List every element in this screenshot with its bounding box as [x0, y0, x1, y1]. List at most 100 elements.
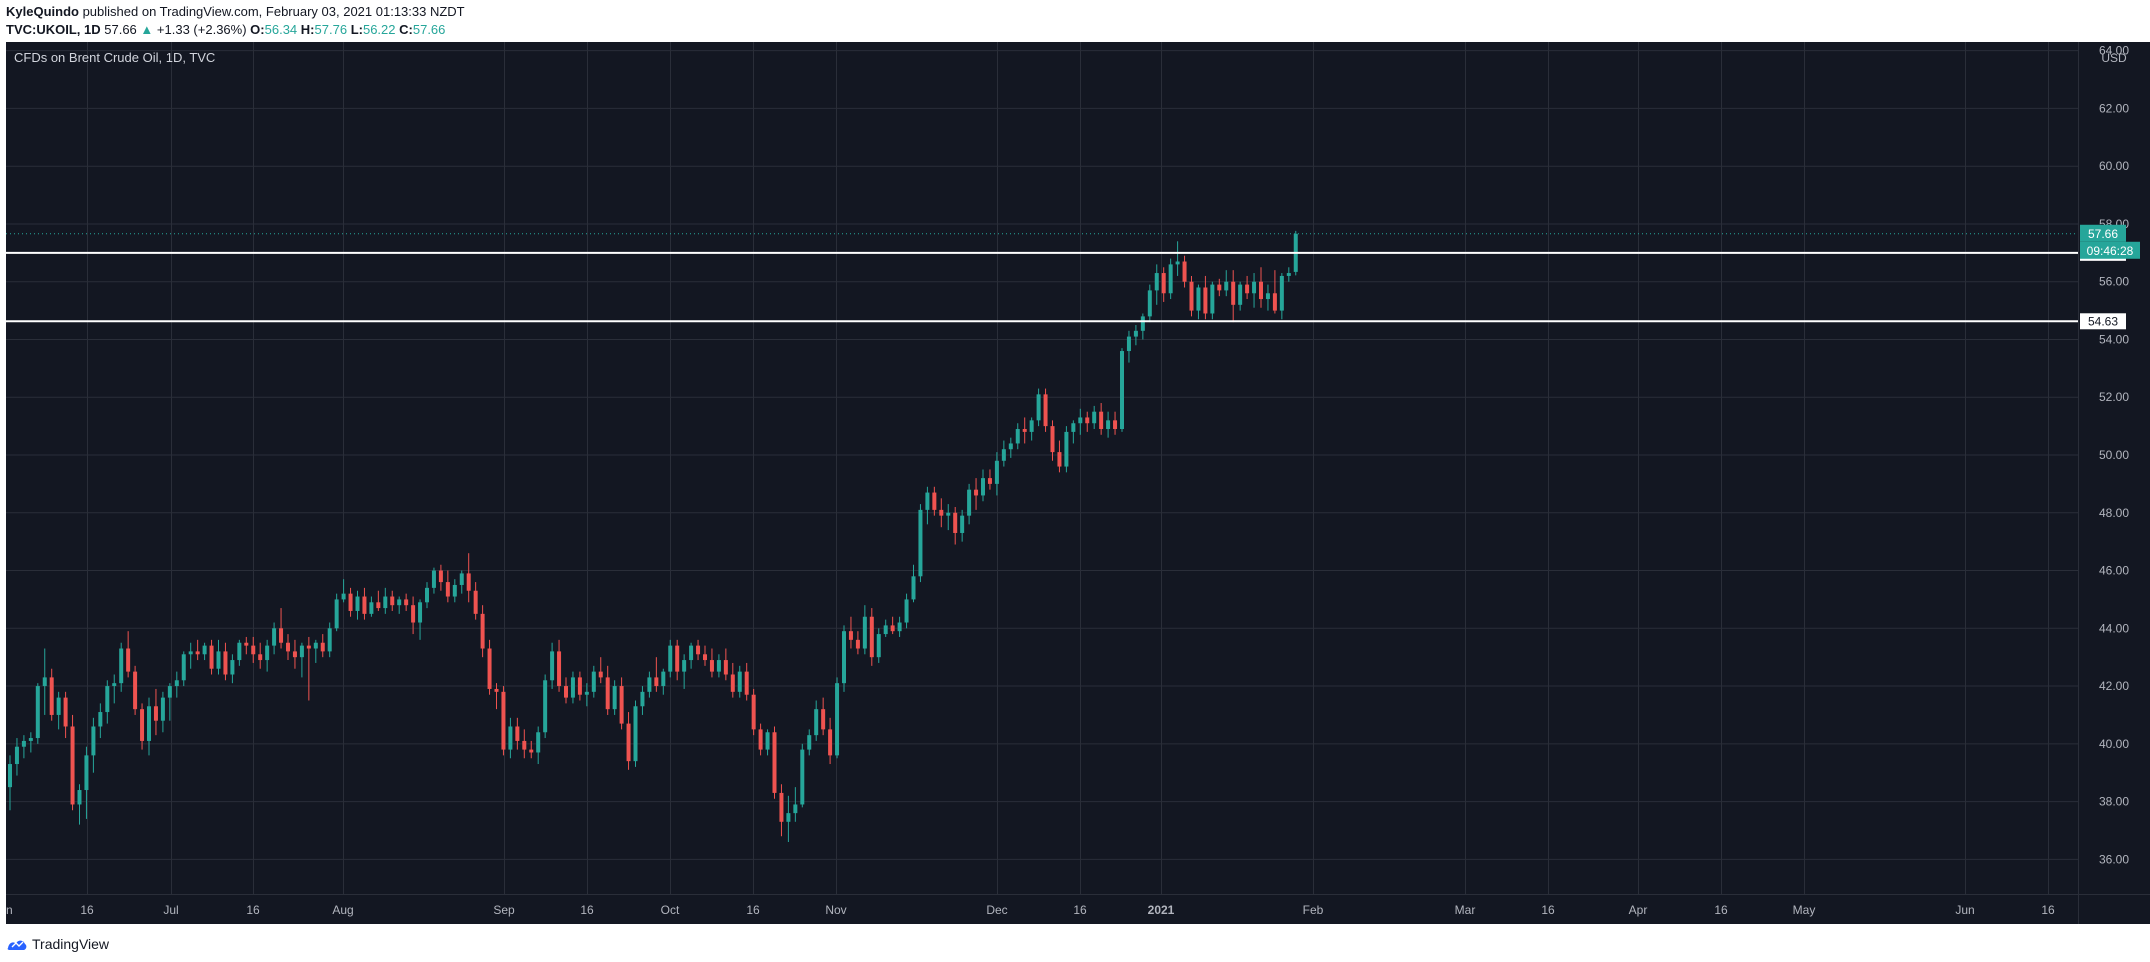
- horizontal-lines[interactable]: [6, 251, 2078, 323]
- candle-body: [376, 602, 381, 609]
- candle-body: [1259, 281, 1263, 300]
- brand-name[interactable]: TradingView: [32, 936, 110, 952]
- candle-body: [1057, 452, 1062, 467]
- unit-label[interactable]: USD: [2101, 51, 2127, 65]
- ohlc-line: TVC:UKOIL, 1D 57.66 ▲ +1.33 (+2.36%) O:5…: [6, 22, 445, 37]
- price-tick-label: 56.00: [2099, 275, 2129, 289]
- candle-body: [1099, 411, 1104, 430]
- candle-body: [1265, 293, 1270, 300]
- candle-body: [1245, 284, 1250, 294]
- candle-body: [529, 749, 534, 753]
- candle-body: [855, 639, 860, 649]
- price-tick-label: 36.00: [2099, 852, 2129, 866]
- candle-body: [1008, 443, 1013, 450]
- candle-body: [63, 697, 68, 727]
- time-tick-label: Dec: [986, 903, 1007, 917]
- price-tick-label: 42.00: [2099, 679, 2129, 693]
- candle-body: [459, 573, 464, 585]
- candle-body: [1050, 426, 1055, 453]
- countdown-tag: [2080, 241, 2140, 259]
- candle-body: [682, 660, 687, 672]
- candle-body: [835, 683, 840, 756]
- candle-body: [494, 688, 499, 692]
- chart-legend-title: CFDs on Brent Crude Oil, 1D, TVC: [14, 50, 215, 65]
- candle-body: [723, 660, 728, 675]
- candle-body: [626, 723, 631, 762]
- candle-body: [758, 729, 763, 750]
- time-tick-label: 16: [1073, 903, 1087, 917]
- price-change: +1.33 (+2.36%): [156, 22, 247, 37]
- candle-body: [251, 645, 256, 655]
- candle-body: [591, 671, 596, 692]
- candle-body: [1154, 273, 1159, 291]
- candle-body: [974, 489, 979, 496]
- candle-body: [181, 654, 186, 681]
- candle-body: [550, 651, 555, 681]
- candle-body: [918, 509, 923, 577]
- candle-body: [160, 697, 165, 721]
- candle-body: [800, 749, 805, 805]
- candle-body: [299, 645, 304, 658]
- candle-body: [605, 677, 610, 710]
- candle-body: [223, 651, 228, 675]
- price-tick-label: 48.00: [2099, 506, 2129, 520]
- candle-body: [668, 645, 673, 672]
- candle-body: [1279, 275, 1284, 311]
- candle-body: [1231, 281, 1236, 305]
- time-tick-label: 2021: [1148, 903, 1175, 917]
- low-label: L:: [350, 22, 363, 37]
- time-tick-label: 16: [1714, 903, 1728, 917]
- candle-body: [730, 674, 735, 692]
- candle-body: [140, 709, 145, 741]
- candle-body: [1113, 420, 1118, 430]
- candle-body: [258, 654, 263, 661]
- candle-body: [994, 460, 999, 484]
- price-tick-label: 64.00: [2099, 44, 2129, 58]
- candle-body: [272, 628, 277, 646]
- level-price-text: 54.63: [2088, 314, 2118, 328]
- candle-body: [230, 660, 235, 675]
- time-tick-label: Sep: [493, 903, 515, 917]
- candle-body: [133, 671, 138, 710]
- high-value: 57.76: [314, 22, 348, 37]
- candle-body: [876, 634, 881, 658]
- candle-body: [1238, 284, 1243, 305]
- candle-body: [744, 671, 749, 695]
- candle-body: [515, 726, 520, 741]
- candle-body: [1043, 394, 1048, 427]
- publish-line: KyleQuindo published on TradingView.com,…: [6, 4, 465, 19]
- candle-body: [779, 792, 784, 822]
- candle-body: [932, 492, 937, 510]
- candle-body: [1161, 273, 1166, 294]
- candle-body: [216, 651, 221, 669]
- candle-body: [397, 599, 402, 606]
- time-tick-label: Oct: [661, 903, 680, 917]
- vertical-gridlines: [87, 42, 2049, 894]
- last-price-text: 57.66: [2088, 227, 2118, 241]
- candle-body: [772, 732, 777, 793]
- candle-body: [1085, 417, 1090, 424]
- candle-body: [911, 576, 916, 600]
- candle-body: [105, 686, 110, 713]
- candle-body: [1001, 449, 1006, 461]
- candle-body: [292, 651, 297, 658]
- candle-body: [890, 625, 895, 632]
- candle-body: [244, 642, 249, 646]
- chart-background: [6, 42, 2150, 924]
- candle-body: [862, 616, 867, 649]
- candle-body: [188, 651, 193, 655]
- price-chart[interactable]: 36.00 38.00 40.00 42.00 44.00 46.00 48.00 50.00…: [6, 42, 2150, 924]
- author-name[interactable]: KyleQuindo: [6, 4, 79, 19]
- candle-body: [195, 651, 200, 655]
- candle-body: [147, 706, 151, 741]
- candle-body: [404, 599, 409, 606]
- candle-body: [848, 631, 853, 640]
- candle-body: [21, 740, 26, 747]
- candle-body: [1196, 287, 1201, 311]
- candle-body: [883, 625, 888, 635]
- candle-body: [174, 680, 179, 687]
- candle-body: [42, 677, 47, 687]
- price-tick-label: 38.00: [2099, 795, 2129, 809]
- candle-body: [56, 697, 61, 715]
- close-value: 57.66: [412, 22, 446, 37]
